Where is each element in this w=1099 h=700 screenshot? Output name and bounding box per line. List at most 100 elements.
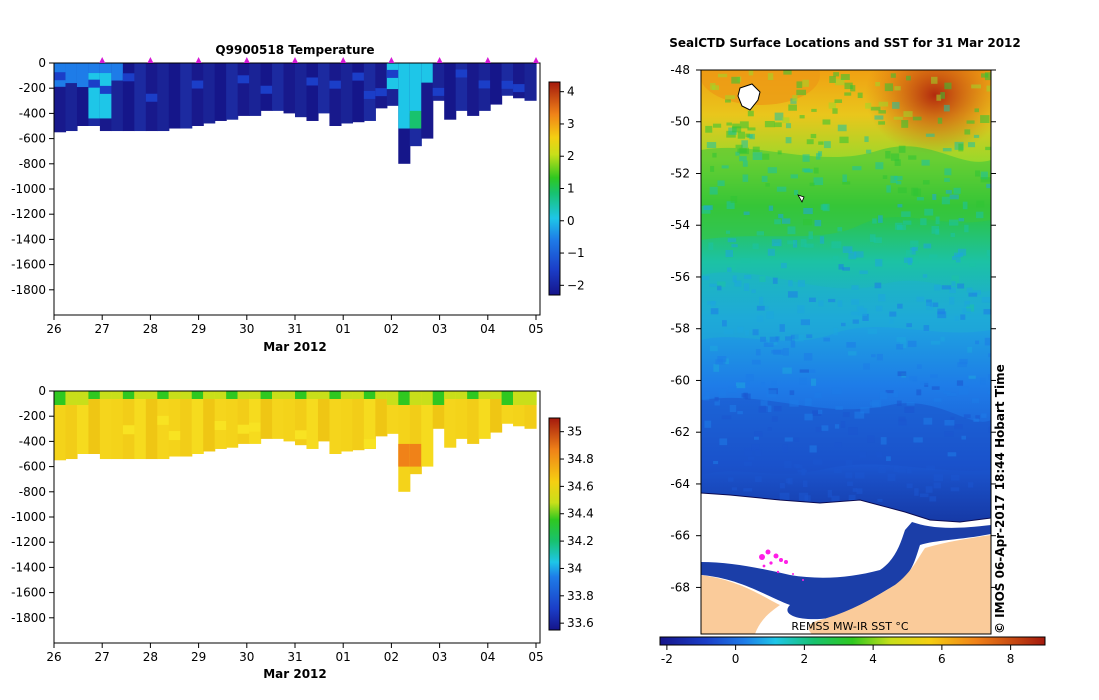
salinity-cell [157, 415, 170, 425]
sst-texture-cell [719, 438, 728, 446]
sst-texture-cell [798, 492, 809, 501]
sst-texture-cell [756, 305, 765, 311]
sst-texture-cell [865, 102, 872, 109]
sst-texture-cell [784, 461, 792, 469]
sst-texture-cell [703, 396, 710, 401]
sst-texture-cell [902, 220, 912, 225]
x-tick-label: 02 [384, 322, 399, 336]
sst-texture-cell [778, 213, 784, 219]
sst-texture-cell [710, 308, 719, 315]
sst-texture-cell [986, 85, 991, 92]
sst-texture-cell [828, 298, 836, 303]
sst-texture-cell [782, 367, 792, 374]
sst-texture-cell [829, 76, 836, 83]
sst-texture-cell [755, 449, 762, 457]
x-tick-label: 04 [480, 322, 495, 336]
sst-texture-cell [801, 468, 806, 476]
island-outline [737, 83, 761, 111]
sst-texture-cell [886, 185, 891, 193]
sst-texture-cell [920, 218, 927, 226]
sst-texture-cell [863, 363, 870, 370]
sst-texture-cell [803, 207, 813, 215]
sst-texture-cell [952, 255, 957, 260]
sst-texture-cell [909, 247, 916, 255]
sst-texture-cell [873, 237, 882, 244]
temperature-profile-column [467, 63, 480, 116]
sst-texture-cell [772, 277, 778, 284]
sst-texture-cell [737, 326, 744, 333]
temperature-profile-column [203, 63, 216, 124]
sst-texture-cell [728, 477, 734, 482]
sst-texture-cell [745, 393, 751, 400]
sst-texture-cell [712, 152, 717, 158]
sst-texture-cell [732, 275, 737, 283]
salinity-cell [409, 443, 422, 467]
sst-texture-cell [785, 137, 792, 144]
colorbar-tick-label: 2 [567, 149, 575, 163]
sst-texture-cell [957, 248, 967, 256]
sst-texture-cell [884, 83, 894, 92]
sst-texture-cell [727, 267, 732, 272]
sst-texture-cell [845, 459, 853, 468]
sst-texture-cell [729, 404, 737, 413]
salinity-x-axis: 26 27 28 29 30 31 01 02 03 04 05 [46, 643, 544, 664]
temperature-x-axis: 26 27 28 29 30 31 01 02 03 04 05 [46, 315, 544, 336]
credit-text: © IMOS 06-Apr-2017 18:44 Hobart Time [993, 364, 1007, 634]
temperature-profile-column [329, 63, 342, 126]
sst-texture-cell [739, 121, 749, 129]
sst-texture-cell [794, 437, 800, 442]
map-y-tick-label: -52 [670, 166, 690, 180]
sst-texture-cell [828, 102, 837, 109]
sst-texture-cell [785, 123, 792, 129]
sst-texture-cell [879, 391, 888, 400]
y-tick-label: -200 [19, 409, 46, 423]
sst-texture-cell [845, 472, 853, 479]
sst-texture-cell [741, 140, 748, 148]
sst-texture-cell [968, 482, 974, 488]
sst-texture-cell [752, 243, 759, 250]
station-marker [243, 57, 250, 63]
sst-texture-cell [864, 136, 869, 143]
sst-texture-cell [878, 110, 886, 114]
sst-texture-cell [944, 82, 952, 90]
sst-texture-cell [968, 375, 976, 379]
salinity-surface-cell [524, 391, 537, 405]
sst-texture-cell [925, 486, 933, 493]
sst-texture-cell [833, 468, 842, 474]
sst-texture-cell [721, 165, 729, 169]
sst-texture-cell [953, 252, 963, 258]
sst-texture-cell [967, 346, 973, 353]
sst-texture-cell [907, 340, 917, 348]
temperature-cell [501, 80, 514, 89]
sst-texture-cell [903, 111, 913, 117]
salinity-profile-column [203, 391, 216, 452]
sst-texture-cell [981, 297, 991, 303]
salinity-colorbar-ticks: 35 34.8 34.6 34.4 34.2 34 33.8 33.6 [560, 425, 594, 630]
sst-texture-cell [851, 285, 859, 290]
salinity-cell [168, 431, 181, 441]
temperature-warm-cell [99, 73, 112, 119]
x-tick-label: 01 [336, 650, 351, 664]
salinity-profile-column [111, 391, 124, 460]
sst-texture-cell [784, 437, 793, 442]
sst-texture-cell [785, 336, 792, 341]
sst-colorbar-tick-label: 4 [869, 652, 877, 666]
sst-texture-cell [714, 399, 720, 406]
salinity-profile-column [145, 391, 158, 460]
sst-texture-cell [954, 316, 959, 322]
station-marker [484, 57, 491, 63]
sst-texture-cell [739, 156, 747, 162]
sst-texture-cell [854, 251, 864, 258]
sst-texture-cell [709, 186, 718, 195]
sst-texture-cell [966, 120, 975, 124]
sst-texture-cell [814, 392, 822, 398]
salinity-y-axis: 0 -200 -400 -600 -800 -1000 -1200 -1400 -1600 -18… [11, 384, 54, 625]
y-tick-label: -1600 [11, 586, 46, 600]
sst-texture-cell [708, 242, 714, 251]
sst-texture-cell [943, 391, 951, 395]
sst-texture-cell [932, 193, 937, 200]
salinity-profile-column [375, 391, 388, 437]
sst-texture-cell [840, 74, 850, 80]
sst-texture-cell [854, 472, 865, 479]
sst-texture-cell [857, 92, 863, 99]
